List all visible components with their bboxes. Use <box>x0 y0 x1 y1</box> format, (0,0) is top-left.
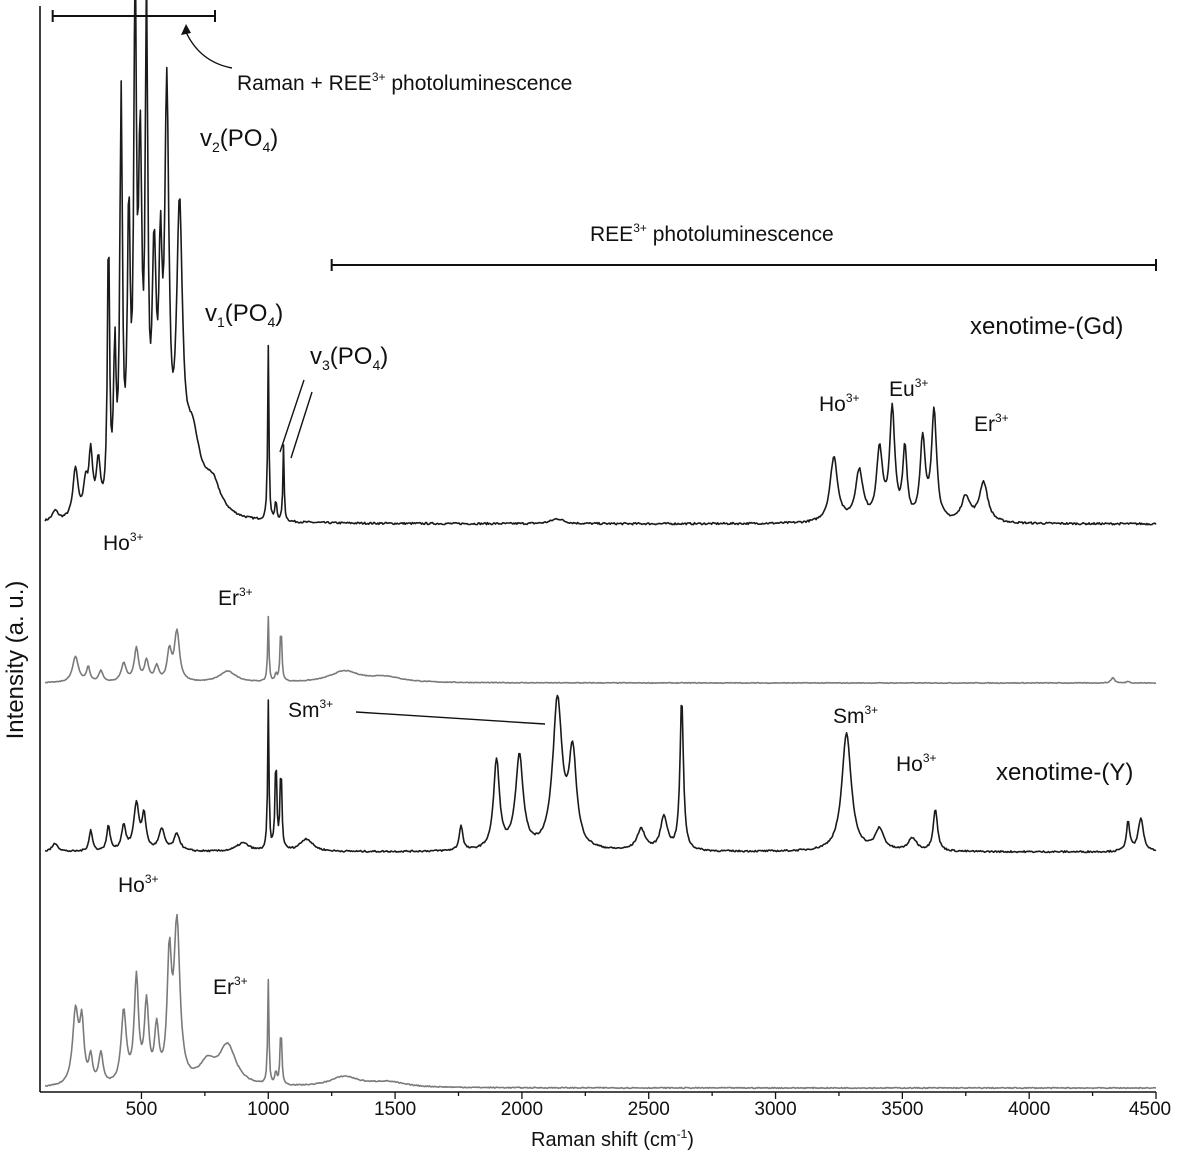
ion-ho-gd: Ho3+ <box>819 391 860 416</box>
x-tick-label: 3500 <box>881 1099 923 1120</box>
spectrum-line-4 <box>44 913 1157 1090</box>
raman-ree-arrow <box>185 31 233 69</box>
y-axis-label: Intensity (a. u.) <box>2 581 29 740</box>
xenotime-gd-label: xenotime-(Gd) <box>970 313 1123 340</box>
x-tick-label: 2000 <box>501 1099 543 1120</box>
x-tick-label: 1000 <box>247 1099 289 1120</box>
v3-leader-1 <box>279 379 305 453</box>
spectrum-line-1 <box>44 0 1157 526</box>
ion-ho-gray1: Ho3+ <box>103 530 144 555</box>
ion-er-gray1: Er3+ <box>218 585 253 610</box>
range-bracket <box>51 10 217 22</box>
xenotime-y-label: xenotime-(Y) <box>996 759 1133 786</box>
v1-label: v1(PO4) <box>205 300 283 330</box>
range-brackets <box>51 10 1157 271</box>
ion-sm-y-left: Sm3+ <box>288 697 333 722</box>
ion-er-gd: Er3+ <box>974 411 1009 436</box>
x-tick-label: 3000 <box>754 1099 796 1120</box>
v3-leader-2 <box>290 391 313 459</box>
ion-ho-y: Ho3+ <box>896 751 937 776</box>
x-tick-label: 2500 <box>628 1099 670 1120</box>
ree-pl-annotation: REE3+ photoluminescence <box>590 221 834 246</box>
spectrum-line-3 <box>44 694 1157 854</box>
sm-leader <box>355 711 546 725</box>
raman-ree-arrowhead <box>181 24 191 35</box>
x-ticks: 500 1000 1500 2000 2500 3000 3500 4000 4500 <box>126 1092 1171 1120</box>
ion-er-gray2: Er3+ <box>213 974 248 999</box>
x-tick-label: 4500 <box>1129 1099 1171 1120</box>
spectrum-line-2 <box>44 615 1157 685</box>
ion-sm-y-right: Sm3+ <box>833 703 878 728</box>
v2-label: v2(PO4) <box>200 125 278 155</box>
x-axis-label: Raman shift (cm-1) <box>531 1127 694 1151</box>
x-tick-label: 4000 <box>1008 1099 1050 1120</box>
range-bracket <box>330 259 1157 271</box>
x-tick-label: 1500 <box>374 1099 416 1120</box>
spectra-group <box>44 0 1157 1090</box>
ion-eu-gd: Eu3+ <box>889 376 928 401</box>
raman-ree-annotation: Raman + REE3+ photoluminescence <box>237 70 572 95</box>
ion-ho-gray2: Ho3+ <box>118 872 159 897</box>
v3-label: v3(PO4) <box>310 343 388 373</box>
x-tick-label: 500 <box>126 1099 158 1120</box>
